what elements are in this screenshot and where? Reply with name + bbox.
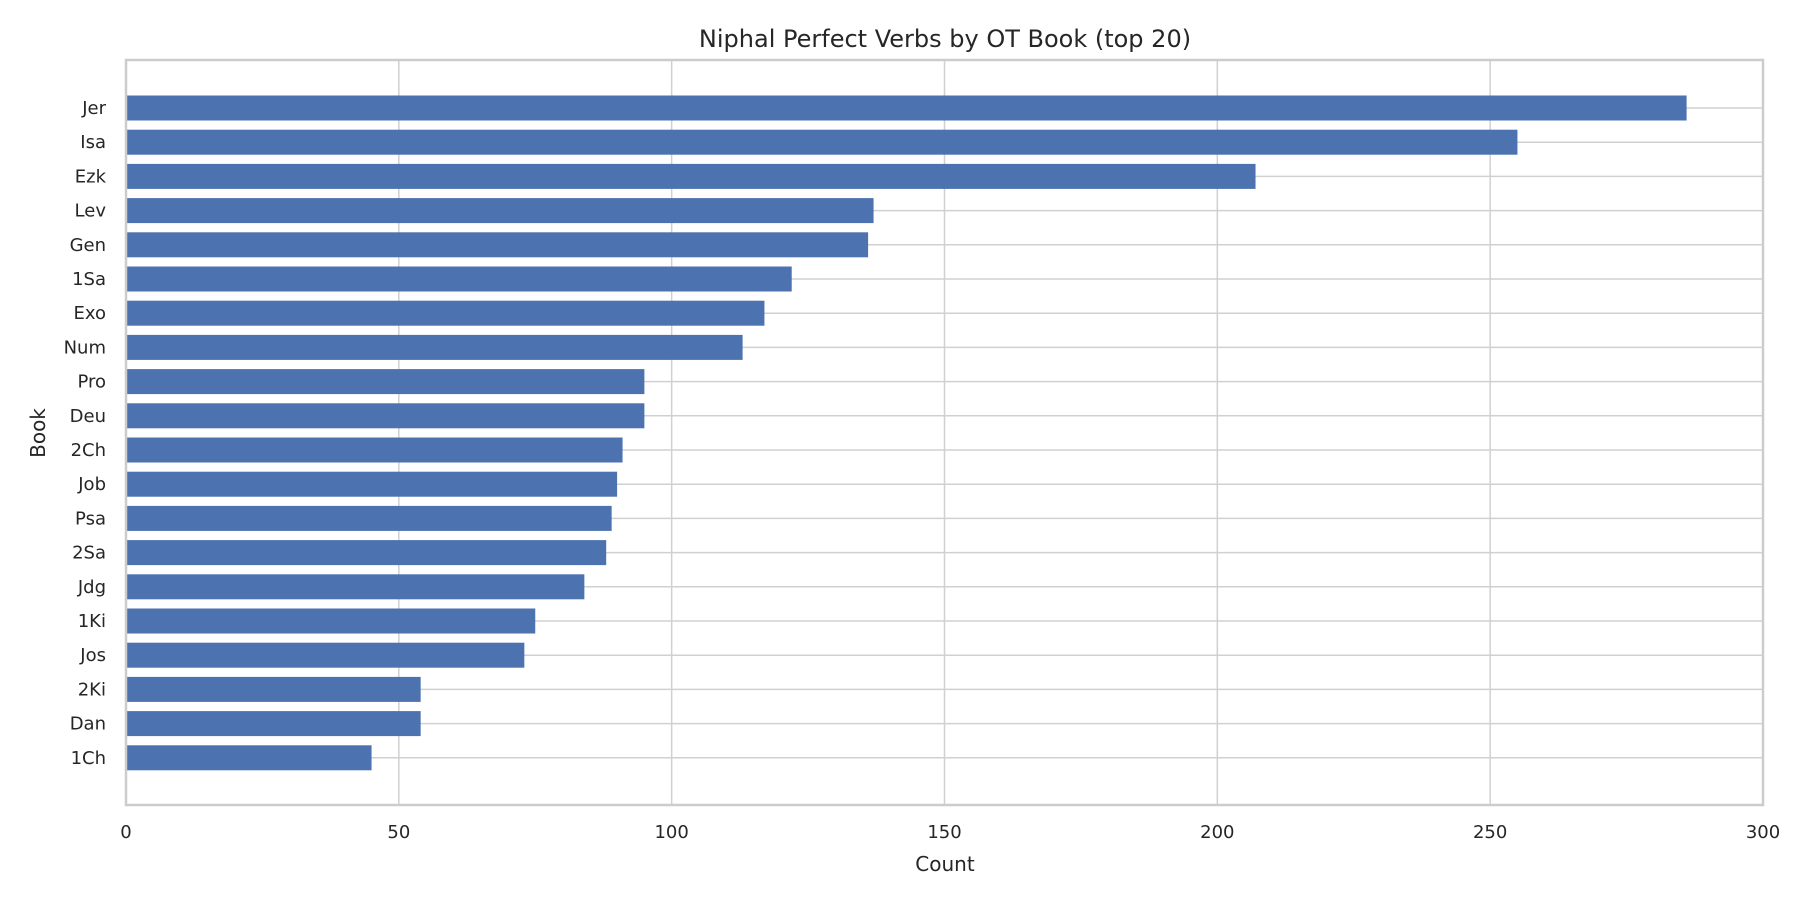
bar-exo xyxy=(126,300,765,326)
bar-2sa xyxy=(126,540,607,566)
bar-jdg xyxy=(126,574,585,600)
bar-ezk xyxy=(126,163,1256,189)
y-tick-label: Isa xyxy=(80,132,106,153)
y-tick-label: Ezk xyxy=(75,166,107,187)
y-tick-label: 2Sa xyxy=(72,543,106,564)
bar-lev xyxy=(126,198,874,224)
x-tick-label: 50 xyxy=(387,822,410,843)
y-tick-label: Gen xyxy=(70,235,106,256)
bar-psa xyxy=(126,505,612,531)
bar-pro xyxy=(126,369,645,395)
x-tick-labels: 0 50 100 150 200 250 300 xyxy=(120,822,1780,843)
y-tick-label: 2Ch xyxy=(71,440,106,461)
plot-frame xyxy=(124,58,1765,807)
y-tick-label: Jos xyxy=(79,645,106,666)
bars xyxy=(126,95,1687,771)
chart-title: Niphal Perfect Verbs by OT Book (top 20) xyxy=(699,25,1191,53)
y-axis-label: Book xyxy=(26,408,50,458)
y-tick-label: Job xyxy=(77,474,106,495)
y-tick-label: Num xyxy=(64,337,106,358)
y-tick-label: Jer xyxy=(81,98,106,119)
bar-2ch xyxy=(126,437,623,463)
x-tick-label: 100 xyxy=(654,822,688,843)
y-tick-label: Dan xyxy=(70,714,106,735)
y-tick-label: 2Ki xyxy=(78,679,106,700)
bar-jos xyxy=(126,642,525,668)
bar-2ki xyxy=(126,676,421,702)
y-tick-label: 1Sa xyxy=(72,269,106,290)
y-tick-label: Deu xyxy=(70,406,106,427)
x-tick-label: 150 xyxy=(927,822,961,843)
x-tick-label: 0 xyxy=(120,822,131,843)
bar-deu xyxy=(126,403,645,429)
bar-1ch xyxy=(126,745,372,771)
y-tick-labels: Jer Isa Ezk Lev Gen 1Sa Exo Num Pro Deu 2Ch Job Psa 2… xyxy=(64,98,107,769)
y-tick-label: 1Ki xyxy=(78,611,106,632)
bar-job xyxy=(126,471,618,497)
y-tick-label: Pro xyxy=(77,372,106,393)
x-tick-label: 200 xyxy=(1200,822,1234,843)
bar-dan xyxy=(126,711,421,737)
bar-1ki xyxy=(126,608,536,634)
y-tick-label: Exo xyxy=(74,303,106,324)
bar-jer xyxy=(126,95,1687,121)
x-axis-label: Count xyxy=(915,852,975,876)
x-tick-label: 250 xyxy=(1473,822,1507,843)
y-tick-label: 1Ch xyxy=(71,748,106,769)
y-tick-label: Jdg xyxy=(77,577,106,598)
bar-num xyxy=(126,334,743,360)
x-tick-label: 300 xyxy=(1746,822,1780,843)
y-tick-label: Lev xyxy=(75,201,107,222)
bar-1sa xyxy=(126,266,792,292)
bar-isa xyxy=(126,129,1518,155)
bar-gen xyxy=(126,232,869,258)
y-tick-label: Psa xyxy=(75,508,106,529)
